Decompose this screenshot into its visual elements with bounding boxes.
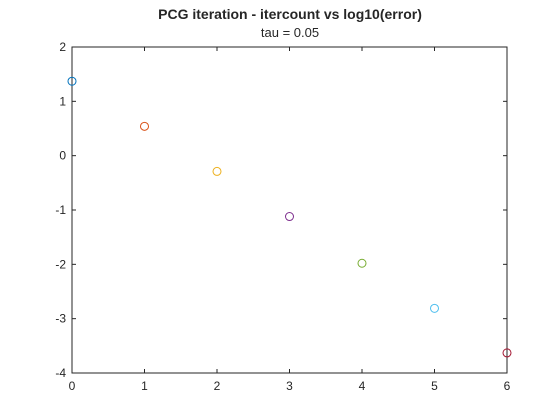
axes-box [71, 46, 508, 374]
y-tick-label: -4 [55, 366, 66, 380]
y-tick-label: -1 [55, 203, 66, 217]
x-axis: 0 1 2 3 4 5 6 [69, 47, 511, 393]
data-point [502, 348, 512, 358]
y-tick-label: 1 [59, 94, 66, 108]
data-point [430, 303, 439, 313]
x-tick-label: 1 [141, 379, 148, 393]
x-tick-label: 2 [214, 379, 221, 393]
data-point [140, 121, 149, 131]
y-tick-label: 0 [59, 149, 66, 163]
y-tick-label: 2 [59, 40, 66, 54]
y-tick-label: -3 [55, 312, 66, 326]
x-tick-label: 5 [431, 379, 438, 393]
data-point [357, 258, 367, 268]
scatter-series [67, 76, 512, 358]
chart-subtitle: tau = 0.05 [261, 25, 319, 40]
chart-title: PCG iteration - itercount vs log10(error… [158, 6, 422, 22]
x-tick-label: 3 [286, 379, 293, 393]
y-axis: 2 1 0 -1 -2 -3 -4 [55, 40, 507, 380]
x-tick-label: 4 [359, 379, 366, 393]
y-tick-label: -2 [55, 257, 66, 271]
x-tick-label: 0 [69, 379, 76, 393]
data-point [212, 166, 222, 176]
data-point [67, 76, 77, 86]
x-tick-label: 6 [504, 379, 511, 393]
plot-area [71, 46, 508, 374]
data-point [285, 212, 294, 222]
